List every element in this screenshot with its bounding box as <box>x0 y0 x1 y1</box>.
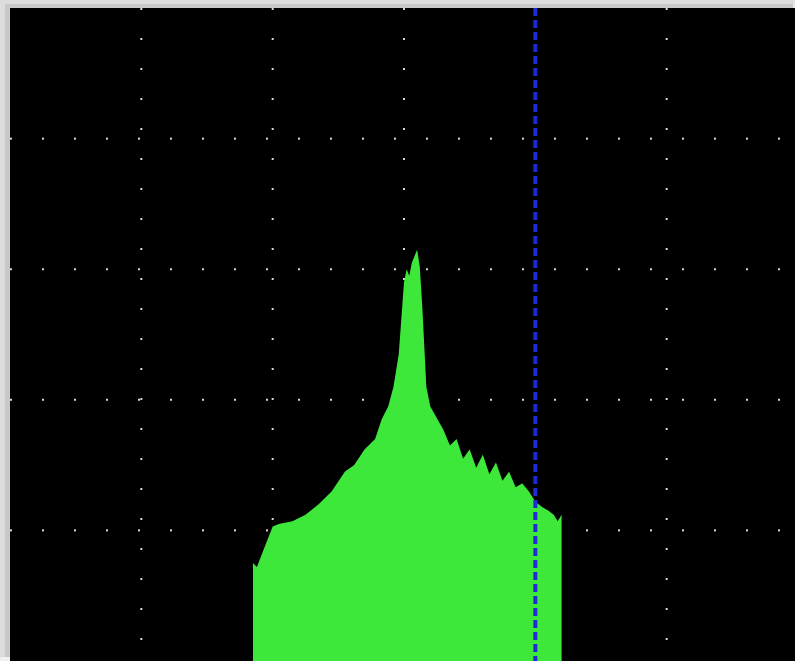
spectrum-area <box>252 249 562 661</box>
spectrum-chart <box>10 8 795 661</box>
